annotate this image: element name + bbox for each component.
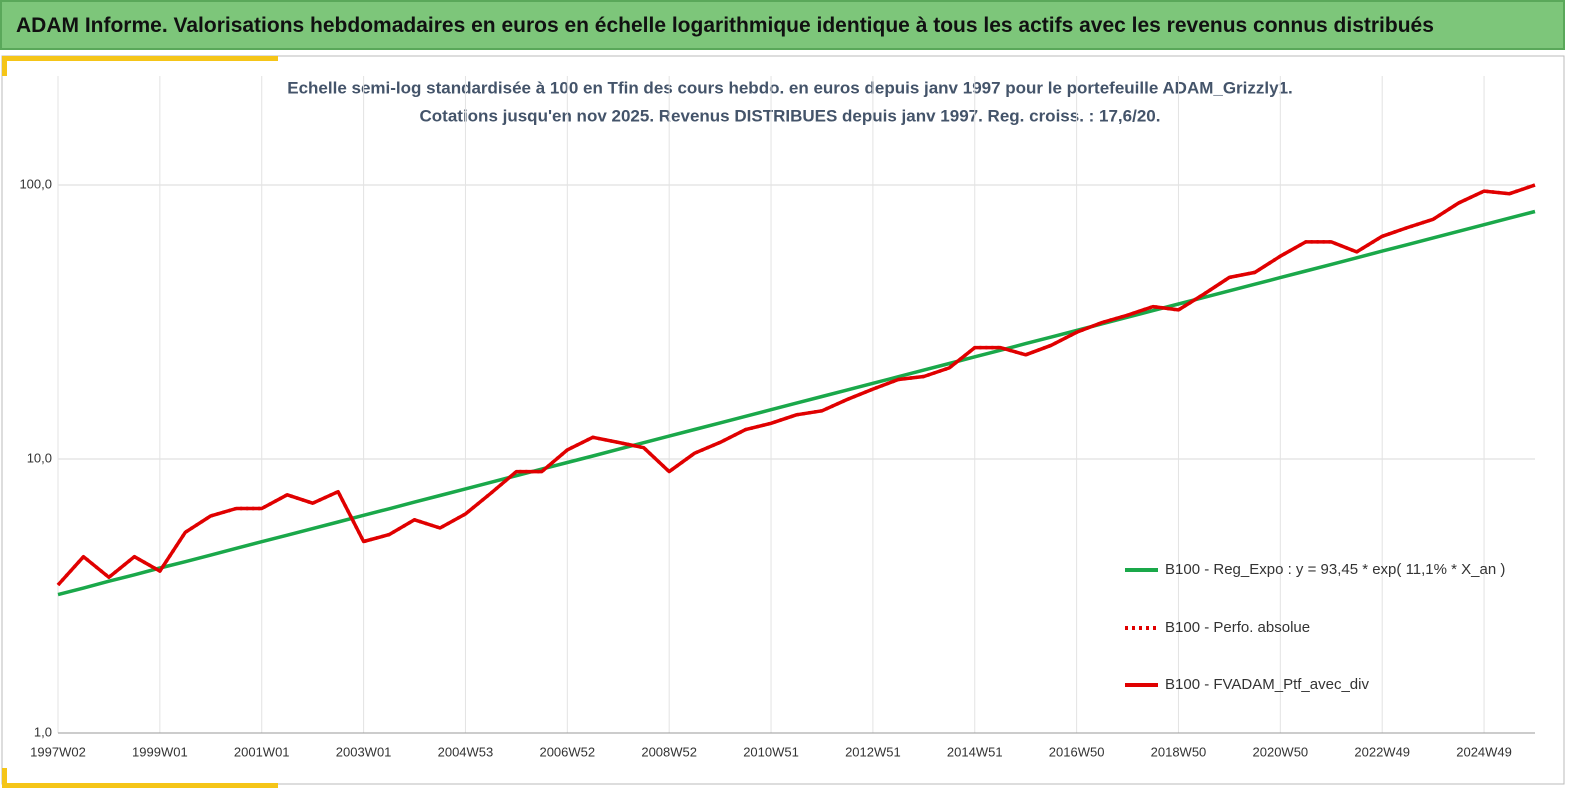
- x-tick-label: 2012W51: [845, 744, 901, 759]
- accent: [2, 768, 7, 788]
- series-line: [56, 183, 1536, 587]
- x-tick-label: 2014W51: [947, 744, 1003, 759]
- y-tick-label: 100,0: [19, 176, 52, 191]
- accent: [2, 56, 278, 61]
- chart-title: Echelle semi-log standardisée à 100 en T…: [287, 78, 1293, 97]
- y-tick-label: 10,0: [27, 450, 52, 465]
- x-tick-label: 2004W53: [438, 744, 494, 759]
- accent: [2, 783, 278, 788]
- x-tick-label: 2018W50: [1151, 744, 1207, 759]
- x-tick-label: 2008W52: [641, 744, 697, 759]
- x-tick-label: 2003W01: [336, 744, 392, 759]
- header: ADAM Informe. Valorisations hebdomadaire…: [0, 0, 1565, 50]
- x-tick-label: 2016W50: [1049, 744, 1105, 759]
- y-tick-label: 1,0: [34, 724, 52, 739]
- legend-label: B100 - FVADAM_Ptf_avec_div: [1165, 676, 1369, 693]
- chart-subtitle: Cotations jusqu'en nov 2025. Revenus DIS…: [420, 106, 1161, 125]
- x-tick-label: 2020W50: [1253, 744, 1309, 759]
- series-line: [56, 183, 1536, 587]
- x-tick-label: 2024W49: [1456, 744, 1512, 759]
- legend-label: B100 - Perfo. absolue: [1165, 619, 1310, 636]
- x-tick-label: 2006W52: [539, 744, 595, 759]
- x-tick-label: 1997W02: [30, 744, 86, 759]
- chart-frame: [1, 55, 1565, 785]
- header-title: ADAM Informe. Valorisations hebdomadaire…: [16, 14, 1434, 37]
- accent: [2, 56, 7, 76]
- series-line: [57, 209, 1536, 597]
- x-tick-label: 1999W01: [132, 744, 188, 759]
- x-tick-label: 2010W51: [743, 744, 799, 759]
- x-tick-label: 2001W01: [234, 744, 290, 759]
- legend-label: B100 - Reg_Expo : y = 93,45 * exp( 11,1%…: [1165, 561, 1505, 578]
- x-tick-label: 2022W49: [1354, 744, 1410, 759]
